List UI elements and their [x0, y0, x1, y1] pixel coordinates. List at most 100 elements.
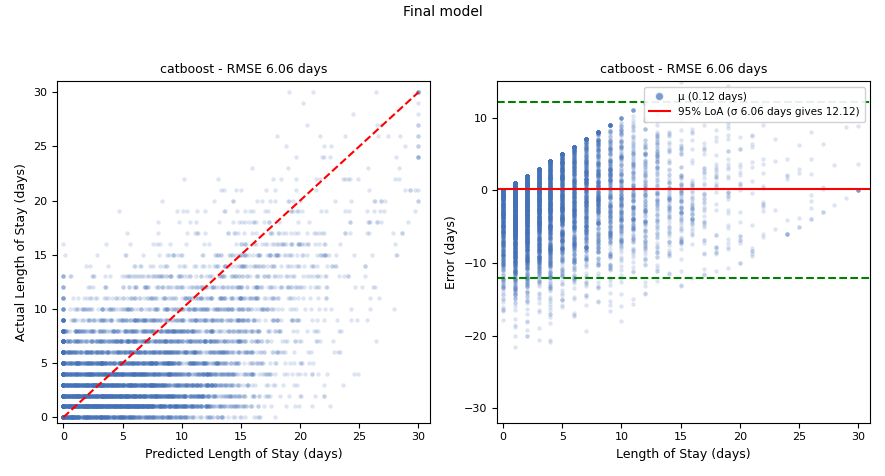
Point — [104, 403, 119, 410]
Point — [57, 403, 71, 410]
Point — [555, 176, 569, 183]
Point — [496, 224, 510, 232]
Point — [508, 179, 522, 187]
Point — [532, 165, 546, 172]
Point — [519, 172, 534, 179]
Point — [122, 359, 136, 367]
Point — [57, 381, 71, 388]
Point — [662, 183, 676, 191]
Point — [543, 158, 558, 165]
Point — [508, 180, 522, 188]
Point — [508, 268, 522, 275]
Point — [171, 337, 185, 345]
Point — [508, 222, 522, 229]
Point — [69, 381, 83, 388]
Point — [257, 370, 271, 378]
Point — [543, 158, 558, 165]
Point — [57, 403, 71, 410]
Point — [57, 392, 71, 399]
Point — [496, 188, 510, 195]
Point — [118, 370, 132, 378]
Point — [508, 179, 522, 187]
Point — [114, 348, 128, 356]
Point — [57, 392, 71, 399]
Point — [96, 381, 111, 388]
Point — [543, 246, 558, 254]
Point — [496, 187, 510, 194]
Point — [57, 414, 71, 421]
Point — [555, 167, 569, 174]
Point — [213, 403, 227, 410]
Point — [138, 370, 152, 378]
Point — [508, 179, 522, 187]
Point — [57, 392, 71, 399]
Point — [173, 381, 188, 388]
Point — [57, 414, 71, 421]
Point — [496, 187, 510, 194]
Point — [99, 392, 113, 399]
Point — [532, 228, 546, 235]
Point — [543, 198, 558, 206]
Point — [57, 381, 71, 388]
Point — [532, 223, 546, 231]
Point — [532, 261, 546, 269]
Point — [57, 392, 71, 399]
Point — [57, 359, 71, 367]
Point — [65, 359, 79, 367]
Point — [94, 392, 108, 399]
Point — [156, 381, 170, 388]
Point — [173, 348, 187, 356]
Point — [57, 392, 71, 399]
Point — [508, 206, 522, 214]
Point — [57, 359, 71, 367]
Point — [603, 147, 617, 155]
Point — [508, 179, 522, 187]
Point — [614, 193, 628, 200]
Point — [57, 403, 71, 410]
Point — [57, 392, 71, 399]
Point — [85, 337, 99, 345]
Point — [57, 403, 71, 410]
Point — [543, 159, 558, 166]
Point — [160, 273, 174, 280]
Point — [293, 197, 307, 204]
Point — [555, 167, 569, 175]
Point — [603, 162, 617, 169]
Point — [508, 179, 522, 187]
Point — [57, 403, 71, 410]
Point — [543, 158, 558, 165]
Point — [57, 392, 71, 399]
Point — [295, 240, 309, 248]
Point — [508, 214, 522, 221]
Point — [496, 187, 510, 194]
Point — [508, 179, 522, 187]
Point — [496, 226, 510, 233]
Point — [579, 201, 593, 208]
Point — [65, 414, 80, 421]
Point — [543, 158, 558, 165]
Point — [125, 370, 139, 378]
Point — [157, 294, 171, 302]
Point — [57, 337, 71, 345]
Point — [57, 392, 71, 399]
Point — [508, 179, 522, 187]
Point — [519, 174, 534, 181]
Point — [519, 208, 534, 215]
Point — [57, 414, 71, 421]
Point — [543, 224, 558, 231]
Point — [519, 172, 534, 179]
Point — [57, 392, 71, 399]
Point — [579, 140, 593, 148]
Point — [508, 179, 522, 187]
Point — [63, 403, 77, 410]
Point — [519, 223, 534, 230]
Point — [579, 245, 593, 252]
Point — [567, 157, 581, 164]
Point — [532, 165, 546, 172]
Point — [496, 187, 510, 194]
Point — [627, 209, 641, 217]
Point — [136, 392, 150, 399]
Point — [57, 403, 71, 410]
Point — [170, 337, 184, 345]
Point — [579, 201, 593, 209]
